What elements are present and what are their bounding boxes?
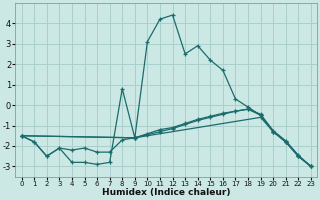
X-axis label: Humidex (Indice chaleur): Humidex (Indice chaleur) — [102, 188, 230, 197]
